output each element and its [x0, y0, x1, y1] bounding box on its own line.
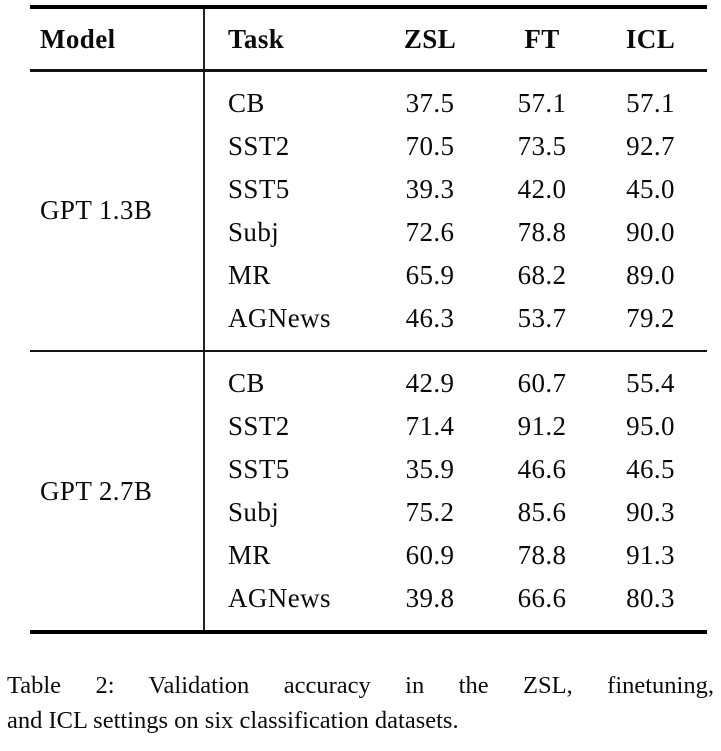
- zsl-cell: 42.9: [405, 368, 455, 398]
- header-icl: ICL: [625, 23, 676, 54]
- table-row: SST2 71.4 91.2 95.0: [205, 405, 707, 448]
- icl-cell: 46.5: [626, 454, 675, 484]
- task-cell: AGNews: [228, 302, 331, 333]
- header-right-cols: Task ZSL FT ICL: [203, 9, 707, 69]
- model-label: GPT 1.3B: [40, 195, 153, 225]
- group-divider-rule: [30, 349, 707, 352]
- zsl-cell: 39.3: [405, 173, 455, 204]
- table-row: SST5 39.3 42.0 45.0: [205, 168, 707, 211]
- zsl-cell: 35.9: [405, 454, 455, 484]
- header-model: Model: [40, 23, 116, 54]
- icl-cell: 55.4: [626, 368, 675, 398]
- group-gpt-1-3b: GPT 1.3B CB 37.5 57.1 57.1 SST2 70.5 73.…: [30, 71, 707, 350]
- ft-cell: 78.8: [517, 216, 567, 247]
- icl-cell: 57.1: [626, 87, 675, 118]
- ft-cell: 78.8: [517, 540, 567, 570]
- task-cell: CB: [228, 368, 265, 398]
- ft-cell: 53.7: [517, 302, 567, 333]
- model-label: GPT 2.7B: [40, 475, 153, 506]
- icl-cell: 90.0: [626, 216, 675, 247]
- header-bottom-rule: [30, 69, 707, 72]
- group-rows: CB 42.9 60.7 55.4 SST2 71.4 91.2 95.0 SS…: [203, 352, 707, 630]
- icl-cell: 80.3: [626, 583, 675, 613]
- table-bottom-rule: [30, 630, 707, 634]
- icl-cell: 95.0: [626, 411, 675, 441]
- zsl-cell: 60.9: [405, 540, 455, 570]
- table-header-row: Model Task ZSL FT ICL: [30, 9, 707, 69]
- icl-cell: 91.3: [626, 540, 675, 570]
- table-row: CB 42.9 60.7 55.4: [205, 362, 707, 405]
- task-cell: Subj: [228, 216, 280, 247]
- zsl-cell: 65.9: [405, 259, 455, 290]
- header-task: Task: [228, 23, 285, 54]
- table-row: MR 60.9 78.8 91.3: [205, 534, 707, 577]
- icl-cell: 89.0: [626, 259, 675, 290]
- zsl-cell: 75.2: [405, 497, 455, 527]
- zsl-cell: 70.5: [405, 130, 455, 161]
- ft-cell: 42.0: [517, 173, 567, 204]
- zsl-cell: 71.4: [405, 411, 455, 441]
- table-row: Subj 75.2 85.6 90.3: [205, 491, 707, 534]
- task-cell: MR: [228, 259, 271, 290]
- table-row: AGNews 39.8 66.6 80.3: [205, 577, 707, 620]
- header-ft: FT: [524, 23, 560, 54]
- icl-cell: 79.2: [626, 302, 675, 333]
- caption-line-2: and ICL settings on six classification d…: [7, 707, 459, 734]
- task-cell: SST5: [228, 173, 290, 204]
- group-gpt-2-7b: GPT 2.7B CB 42.9 60.7 55.4 SST2 71.4 91.…: [30, 352, 707, 630]
- ft-cell: 46.6: [517, 454, 567, 484]
- task-cell: CB: [228, 87, 265, 118]
- table-row: MR 65.9 68.2 89.0: [205, 254, 707, 297]
- caption-line-1: Table 2: Validation accuracy in the ZSL,…: [7, 672, 714, 699]
- table-top-rule: [30, 5, 707, 9]
- task-cell: Subj: [228, 497, 280, 527]
- task-cell: SST5: [228, 454, 290, 484]
- header-zsl: ZSL: [403, 23, 457, 54]
- zsl-cell: 46.3: [405, 302, 455, 333]
- ft-cell: 66.6: [517, 583, 567, 613]
- ft-cell: 91.2: [517, 411, 567, 441]
- ft-cell: 68.2: [517, 259, 567, 290]
- ft-cell: 85.6: [517, 497, 567, 527]
- icl-cell: 92.7: [626, 130, 675, 161]
- task-cell: SST2: [228, 130, 290, 161]
- table-row: AGNews 46.3 53.7 79.2: [205, 297, 707, 340]
- table-row: SST5 35.9 46.6 46.5: [205, 448, 707, 491]
- group-rows: CB 37.5 57.1 57.1 SST2 70.5 73.5 92.7 SS…: [203, 71, 707, 350]
- ft-cell: 60.7: [517, 368, 567, 398]
- task-cell: SST2: [228, 411, 290, 441]
- zsl-cell: 72.6: [405, 216, 455, 247]
- table-row: Subj 72.6 78.8 90.0: [205, 211, 707, 254]
- ft-cell: 57.1: [517, 87, 567, 118]
- ft-cell: 73.5: [517, 130, 567, 161]
- icl-cell: 45.0: [626, 173, 675, 204]
- task-cell: MR: [228, 540, 271, 570]
- table-caption: Table 2: Validation accuracy in the ZSL,…: [7, 668, 714, 738]
- icl-cell: 90.3: [626, 497, 675, 527]
- zsl-cell: 37.5: [405, 87, 455, 118]
- table-row: SST2 70.5 73.5 92.7: [205, 125, 707, 168]
- zsl-cell: 39.8: [405, 583, 455, 613]
- results-table: Model Task ZSL FT ICL GPT 1.3B CB 37.5 5…: [30, 5, 707, 634]
- table-row: CB 37.5 57.1 57.1: [205, 82, 707, 125]
- task-cell: AGNews: [228, 583, 331, 613]
